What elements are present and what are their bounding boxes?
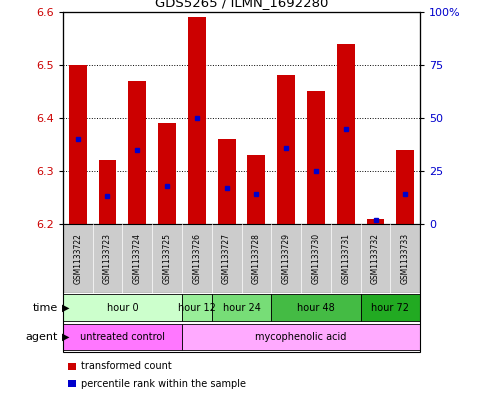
Text: hour 48: hour 48 (297, 303, 335, 312)
Text: GSM1133728: GSM1133728 (252, 233, 261, 284)
Text: GSM1133724: GSM1133724 (133, 233, 142, 284)
Bar (367, 219, 384, 224)
Bar (397, 150, 414, 224)
Text: untreated control: untreated control (80, 332, 165, 342)
Bar (361, 294, 420, 321)
Bar (307, 92, 325, 224)
Text: time: time (33, 303, 58, 312)
Text: ▶: ▶ (62, 332, 70, 342)
Text: GSM1133723: GSM1133723 (103, 233, 112, 284)
Text: GSM1133730: GSM1133730 (312, 233, 320, 284)
Text: GSM1133722: GSM1133722 (73, 233, 82, 284)
Bar (188, 17, 206, 224)
Text: hour 72: hour 72 (371, 303, 410, 312)
Text: ▶: ▶ (62, 303, 70, 312)
Text: GSM1133729: GSM1133729 (282, 233, 291, 284)
Text: hour 12: hour 12 (178, 303, 216, 312)
Bar (182, 324, 420, 350)
Bar (337, 44, 355, 224)
Bar (277, 75, 295, 224)
Bar (128, 81, 146, 224)
Text: GSM1133726: GSM1133726 (192, 233, 201, 284)
Title: GDS5265 / ILMN_1692280: GDS5265 / ILMN_1692280 (155, 0, 328, 9)
Text: transformed count: transformed count (81, 361, 172, 371)
Bar (158, 123, 176, 224)
Text: GSM1133727: GSM1133727 (222, 233, 231, 284)
Bar (271, 294, 361, 321)
Text: GSM1133733: GSM1133733 (401, 233, 410, 284)
Bar (63, 294, 182, 321)
Text: percentile rank within the sample: percentile rank within the sample (81, 379, 246, 389)
Text: mycophenolic acid: mycophenolic acid (256, 332, 347, 342)
Bar (99, 160, 116, 224)
Text: hour 24: hour 24 (223, 303, 260, 312)
Bar (69, 65, 86, 224)
Bar (182, 294, 212, 321)
Bar (218, 139, 236, 224)
Bar (247, 155, 265, 224)
Text: agent: agent (26, 332, 58, 342)
Text: GSM1133732: GSM1133732 (371, 233, 380, 284)
Bar (63, 324, 182, 350)
Bar (212, 294, 271, 321)
Text: GSM1133731: GSM1133731 (341, 233, 350, 284)
Text: GSM1133725: GSM1133725 (163, 233, 171, 284)
Text: hour 0: hour 0 (107, 303, 138, 312)
